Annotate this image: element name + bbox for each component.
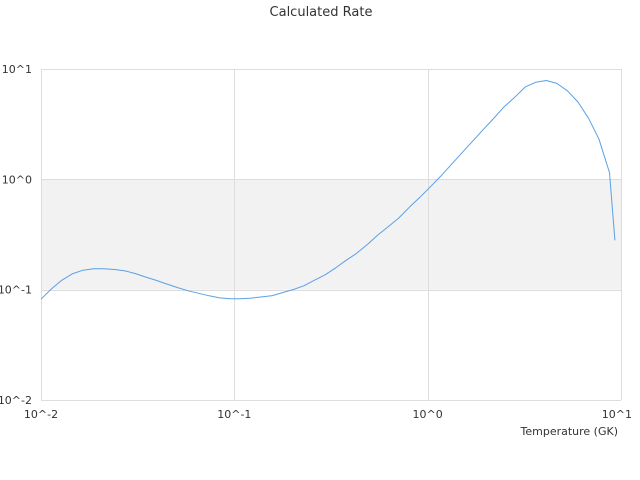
x-tick-label-0: 10^-2 xyxy=(24,408,58,421)
x-tick-label-1: 10^-1 xyxy=(217,408,251,421)
y-tick-label-1: 10^-1 xyxy=(0,284,32,297)
x-tick-label-2: 10^0 xyxy=(413,408,443,421)
x-tick-label-3: 10^1 xyxy=(602,408,632,421)
series-line-layer xyxy=(40,80,616,300)
grid-layer xyxy=(41,69,622,401)
series-line-0 xyxy=(40,80,616,300)
tick-label-layer: 10^-2 10^-1 10^0 10^1 10^-2 10^-1 10^0 10^1 xyxy=(0,63,632,421)
x-axis-label: Temperature (GK) xyxy=(520,425,619,438)
y-tick-label-3: 10^1 xyxy=(2,63,32,76)
chart-title: Calculated Rate xyxy=(270,5,373,20)
shaded-band-layer xyxy=(41,179,621,290)
shaded-band xyxy=(41,179,621,290)
y-tick-label-2: 10^0 xyxy=(2,173,32,186)
y-tick-label-0: 10^-2 xyxy=(0,394,32,407)
